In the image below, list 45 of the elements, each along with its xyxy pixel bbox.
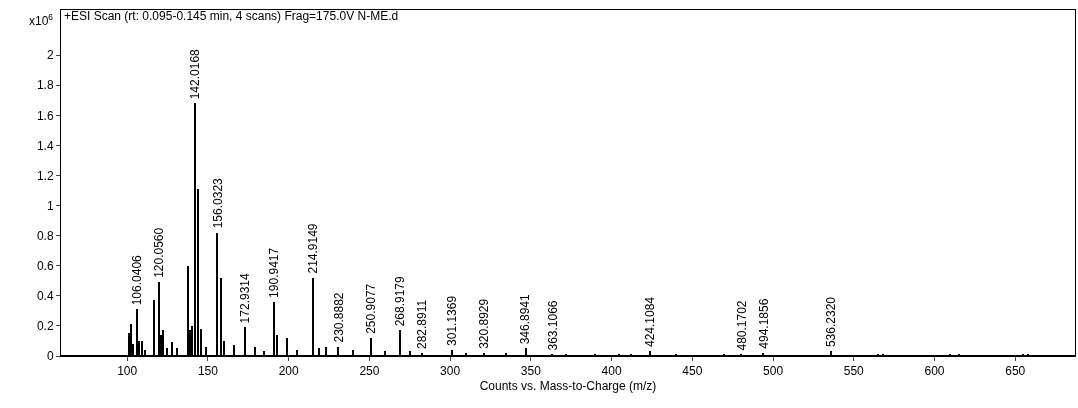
annotation: 536.2320: [824, 296, 839, 348]
x-tick-label: 650: [1005, 364, 1026, 379]
x-tick-label: 200: [278, 364, 299, 379]
annotation: 230.8882: [331, 292, 346, 343]
annotation: 172.9314: [237, 273, 252, 324]
y-tick-label: 0: [46, 349, 54, 364]
annotation: 301.1369: [444, 295, 459, 346]
annotation: 346.8941: [518, 293, 533, 345]
x-tick-label: 400: [601, 364, 622, 379]
y-axis-title: x10$^{6}$: [29, 12, 54, 29]
y-tick-label: 1.2: [36, 168, 54, 183]
chart-title: +ESI Scan (rt: 0.095-0.145 min, 4 scans) Frag=175.0V N-ME.d: [64, 9, 399, 24]
y-tick-label: 1.6: [36, 108, 54, 123]
x-tick-label: 300: [440, 364, 461, 379]
x-tick-label: 500: [763, 364, 784, 379]
x-tick-label: 550: [843, 364, 865, 379]
y-tick-label: 1: [46, 198, 54, 213]
annotation: 320.8929: [476, 298, 491, 349]
x-tick-label: 350: [520, 364, 542, 379]
y-tick-label: 0.8: [36, 228, 54, 243]
annotation: 480.1702: [734, 300, 749, 351]
annotation: 142.0168: [187, 48, 202, 100]
annotation: 363.1066: [545, 300, 560, 351]
x-tick-label: 250: [359, 364, 380, 379]
y-tick-label: 0.6: [36, 258, 54, 273]
x-tick-label: 450: [682, 364, 703, 379]
annotation: 494.1856: [756, 298, 771, 349]
x-tick-label: 100: [117, 364, 138, 379]
annotation: 268.9179: [392, 275, 407, 327]
y-tick-label: 1.4: [36, 138, 54, 153]
y-tick-label: 2: [46, 48, 54, 63]
annotation: 214.9149: [305, 223, 320, 274]
y-tick-label: 0.2: [36, 319, 54, 334]
annotation: 106.0406: [129, 254, 144, 306]
annotation: 282.8911: [415, 299, 430, 349]
annotation: 250.9077: [363, 283, 378, 334]
y-tick-label: 1.8: [36, 78, 54, 93]
annotation: 156.0323: [211, 177, 226, 229]
annotation: 120.0560: [152, 227, 167, 278]
x-tick-label: 150: [197, 364, 219, 379]
y-tick-label: 0.4: [36, 289, 54, 304]
x-tick-label: 600: [924, 364, 945, 379]
annotation: 190.9417: [267, 247, 282, 298]
annotation: 424.1084: [643, 296, 658, 348]
x-axis-title: Counts vs. Mass-to-Charge (m/z): [479, 379, 657, 394]
